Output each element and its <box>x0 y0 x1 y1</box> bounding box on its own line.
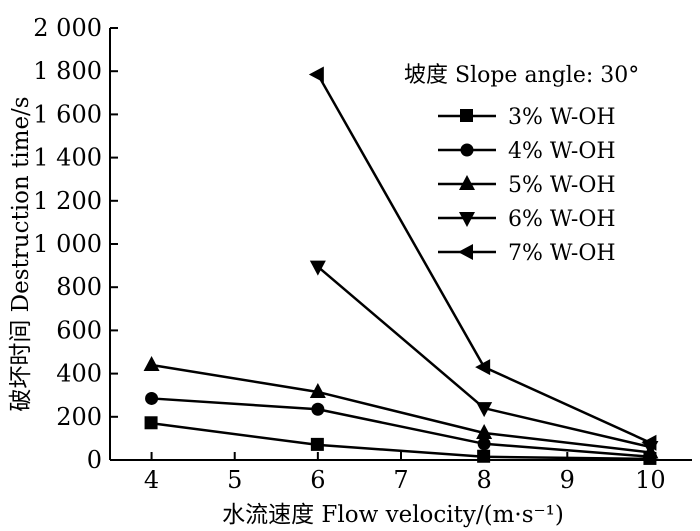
y-tick-label: 2 000 <box>33 14 102 42</box>
ticks: 0 200 400 600 800 1 000 1 200 1 400 1 600 1 800 2 … <box>33 14 665 494</box>
x-axis-label: 水流速度 Flow velocity/(m·s⁻¹) <box>222 502 564 528</box>
y-tick-label: 1 200 <box>33 187 102 215</box>
legend-label: 5% W-OH <box>508 173 616 198</box>
data-point <box>143 355 160 371</box>
y-tick-label: 400 <box>56 360 102 388</box>
x-tick-label: 9 <box>560 466 575 494</box>
legend-title: 坡度 Slope angle: 30° <box>404 63 639 88</box>
data-point <box>641 434 657 451</box>
y-tick-label: 200 <box>56 403 102 431</box>
data-point <box>477 449 491 463</box>
series-line <box>151 363 651 454</box>
series-line <box>151 397 651 459</box>
y-tick-label: 1 800 <box>33 57 102 85</box>
legend-label: 4% W-OH <box>508 139 616 164</box>
legend-label: 7% W-OH <box>508 241 616 266</box>
x-tick-label: 5 <box>227 466 242 494</box>
y-tick-label: 1 000 <box>33 230 102 258</box>
y-tick-label: 1 600 <box>33 100 102 128</box>
x-tick-label: 7 <box>393 466 408 494</box>
legend-marker <box>459 175 475 190</box>
series-3 <box>143 355 659 459</box>
data-point <box>145 391 159 405</box>
data-point <box>309 382 326 398</box>
data-point <box>309 260 326 276</box>
data-point <box>475 359 491 376</box>
data-point <box>144 416 158 430</box>
legend-marker <box>460 109 473 122</box>
series-5 <box>308 66 657 451</box>
legend-item: 6% W-OH <box>438 207 616 232</box>
x-tick-label: 8 <box>477 466 492 494</box>
y-tick-label: 800 <box>56 273 102 301</box>
series-line <box>151 422 651 461</box>
x-tick-label: 10 <box>635 466 666 494</box>
data-point <box>476 402 493 418</box>
data-point <box>311 402 325 416</box>
legend-item: 5% W-OH <box>438 173 616 198</box>
legend-item: 7% W-OH <box>438 241 616 266</box>
data-point <box>310 437 324 451</box>
data-point <box>477 437 491 451</box>
legend-label: 6% W-OH <box>508 207 616 232</box>
y-tick-label: 600 <box>56 316 102 344</box>
y-tick-label: 0 <box>87 446 102 474</box>
x-tick-label: 6 <box>310 466 325 494</box>
data-point <box>476 424 493 439</box>
legend-marker <box>458 244 473 260</box>
legend-marker <box>459 212 475 227</box>
legend: 3% W-OH 4% W-OH 5% W-OH 6% W-OH 7% W-OH <box>438 105 616 266</box>
legend-marker <box>460 143 474 157</box>
legend-item: 4% W-OH <box>438 139 616 164</box>
y-tick-label: 1 400 <box>33 144 102 172</box>
x-tick-label: 4 <box>144 466 159 494</box>
legend-label: 3% W-OH <box>508 105 616 130</box>
legend-item: 3% W-OH <box>438 105 616 130</box>
y-axis-label: 破坏时间 Destruction time/s <box>8 96 34 411</box>
series-layer <box>143 66 659 465</box>
data-point <box>308 66 324 83</box>
